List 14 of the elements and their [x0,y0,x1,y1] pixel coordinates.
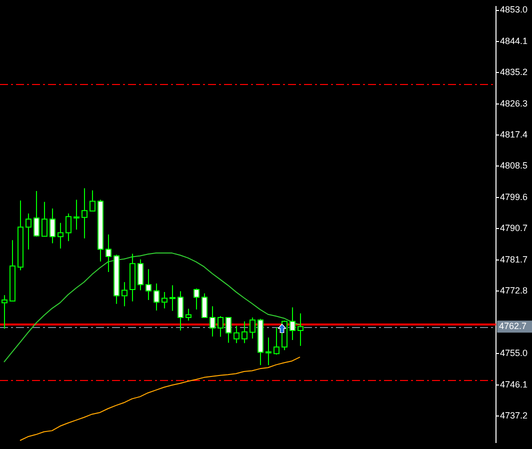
y-tick-label: 4853.0 [500,4,528,15]
y-tick-label: 4817.4 [500,129,528,140]
y-tick-label: 4781.7 [500,254,528,265]
y-tick-label: 4844.1 [500,36,528,46]
y-tick-label: 4835.2 [500,67,528,78]
y-tick-label: 4826.3 [500,98,528,108]
y-tick-label: 4755.0 [500,348,528,358]
y-tick-label: 4737.2 [500,410,528,420]
y-tick-label: 4799.6 [500,192,528,202]
ref-line-label: 4762.7 [499,321,527,332]
y-tick-label: 4808.5 [500,160,528,171]
y-tick-label: 4772.8 [500,286,528,296]
y-tick-label: 4746.1 [500,379,528,390]
y-tick-label: 4790.7 [500,223,528,234]
